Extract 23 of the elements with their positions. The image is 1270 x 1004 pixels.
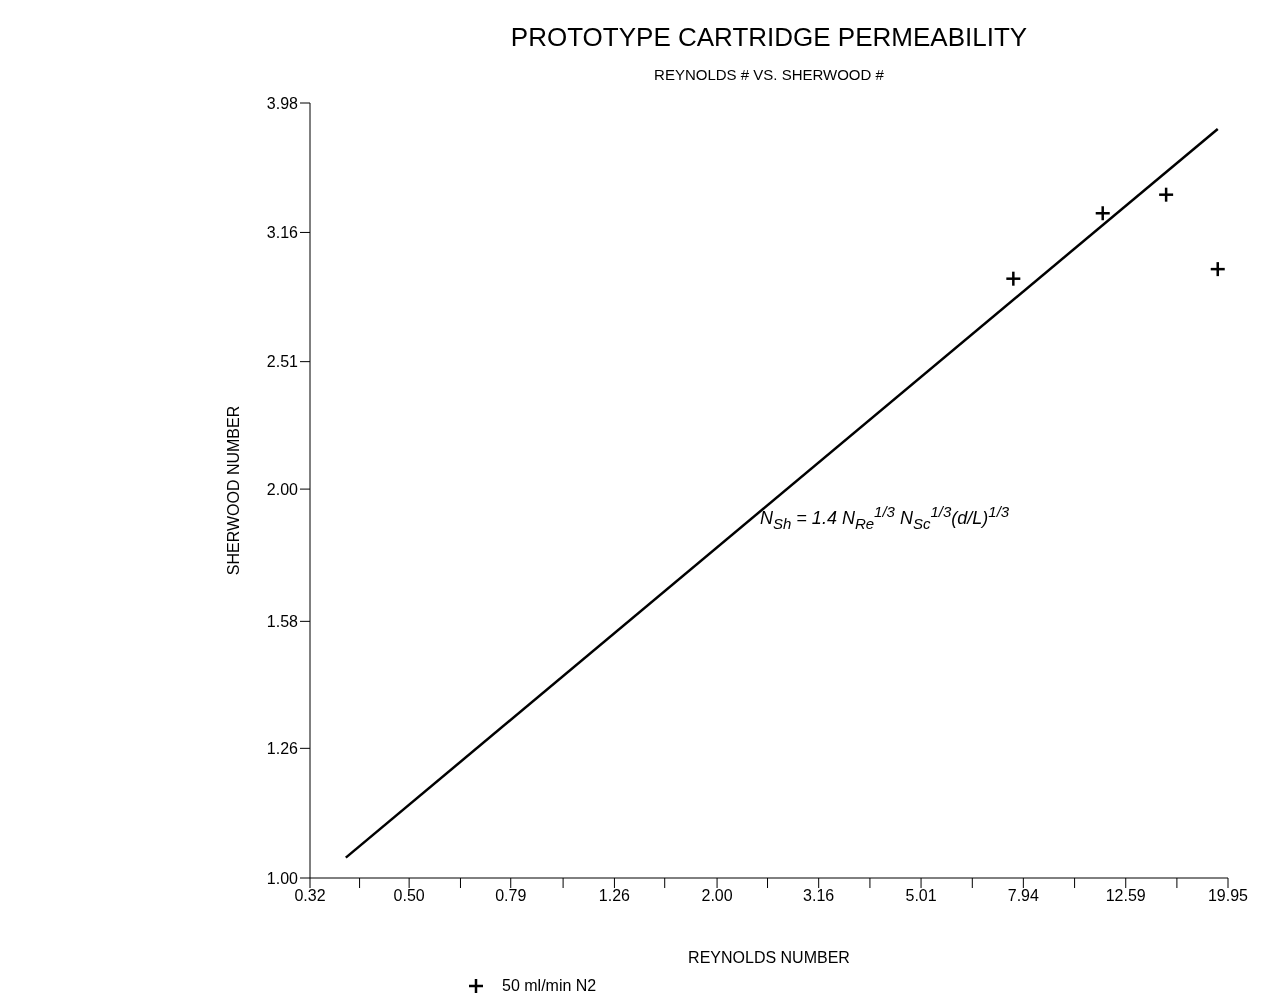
y-tick-label: 3.16 <box>266 224 299 242</box>
y-tick-label: 1.00 <box>266 869 299 887</box>
x-tick-label: 3.16 <box>803 887 835 905</box>
x-tick-label: 0.79 <box>495 887 527 905</box>
chart-title: PROTOTYPE CARTRIDGE PERMEABILITY <box>509 22 1029 53</box>
y-axis-title: SHERWOOD NUMBER <box>224 405 242 576</box>
x-axis-title: REYNOLDS NUMBER <box>688 949 850 966</box>
y-tick-label: 3.98 <box>266 94 299 112</box>
x-tick-label: 0.50 <box>393 887 425 905</box>
x-tick-label: 1.26 <box>598 887 631 905</box>
x-tick-label: 0.32 <box>294 887 326 905</box>
x-tick-label: 7.94 <box>1007 887 1040 905</box>
y-tick-label: 2.00 <box>266 480 299 498</box>
x-tick-label: 12.59 <box>1105 887 1146 905</box>
chart-subtitle: REYNOLDS # VS. SHERWOOD # <box>653 66 885 83</box>
y-tick-label: 1.58 <box>266 613 299 631</box>
text: N$_{Sh}$ = 1.4 N$_{Re}$$^{1/3}$ N$_{Sc}$$^{1/3}$(d/L)$^{1/3}$ <box>760 503 1010 532</box>
x-tick-label: 2.00 <box>701 887 733 905</box>
x-tick-label: 5.01 <box>905 887 937 905</box>
legend-label: 50 ml/min N2 <box>502 977 597 995</box>
x-tick-label: 19.95 <box>1207 887 1249 905</box>
y-tick-label: 2.51 <box>266 353 299 371</box>
y-tick-label: 1.26 <box>266 740 299 758</box>
